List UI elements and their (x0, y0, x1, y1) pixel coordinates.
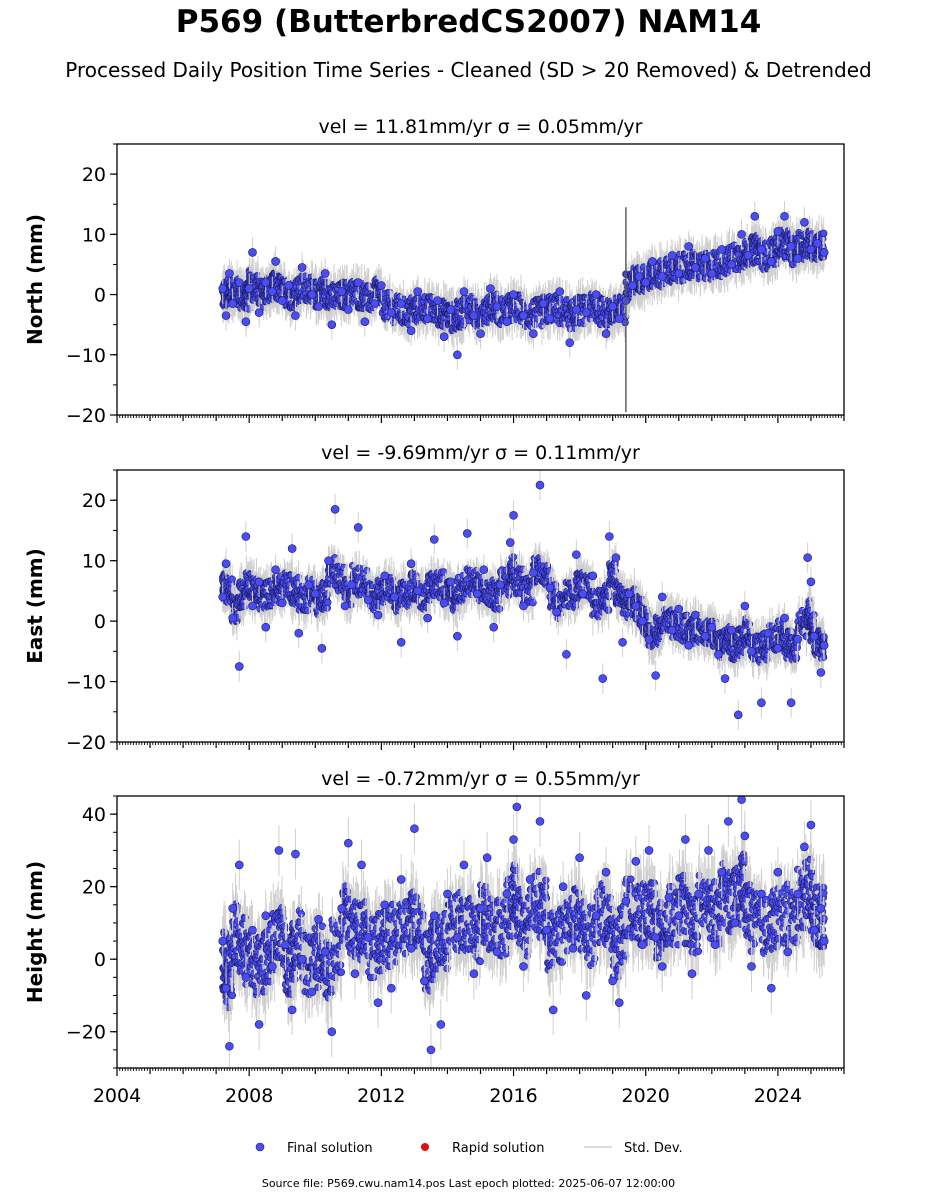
data-point (248, 248, 257, 257)
data-point (545, 314, 555, 323)
data-point (291, 311, 300, 320)
data-point (284, 281, 294, 290)
data-point (413, 287, 423, 296)
panel-title: vel = 11.81mm/yr σ = 0.05mm/yr (319, 116, 643, 138)
data-point (228, 299, 237, 308)
data-point (446, 305, 456, 314)
data-point (614, 314, 624, 323)
velocity-label: vel = 11.81mm/yr (319, 116, 498, 138)
data-point (320, 269, 330, 278)
data-point (780, 211, 789, 221)
data-point (793, 254, 803, 263)
data-point (800, 217, 809, 227)
data-point (727, 260, 736, 269)
data-point (657, 272, 667, 281)
ytick-label: 10 (82, 224, 106, 246)
data-point (297, 263, 307, 272)
data-point (565, 338, 575, 348)
data-point (608, 302, 617, 311)
ytick-label: −20 (66, 405, 106, 427)
sigma-label: σ = 0.05mm/yr (498, 116, 643, 138)
data-point (459, 287, 469, 296)
data-point (502, 317, 512, 326)
data-point (327, 320, 337, 329)
data-point (591, 290, 601, 299)
data-point (377, 281, 386, 290)
data-point (261, 278, 271, 287)
data-point (337, 287, 347, 296)
data-point (225, 269, 234, 278)
data-point (717, 245, 727, 254)
data-point (314, 302, 323, 311)
data-point (519, 311, 528, 320)
data-point (254, 308, 264, 317)
data-point (628, 281, 637, 290)
data-point (786, 242, 796, 251)
data-point (221, 311, 231, 320)
data-point (674, 269, 684, 278)
data-point (360, 317, 370, 326)
data-point (690, 263, 700, 272)
data-point (737, 230, 746, 239)
chart-title: P569 (ButterbredCS2007) NAM14 (175, 4, 762, 40)
data-point (486, 284, 495, 293)
data-point (244, 284, 254, 293)
data-point (218, 284, 228, 293)
ytick-label: 20 (82, 164, 106, 186)
cloud-point (820, 229, 828, 238)
data-point (684, 242, 693, 251)
data-point (757, 245, 766, 254)
ytick-label: −10 (66, 345, 106, 367)
data-point (476, 329, 485, 339)
ytick-label: 0 (94, 285, 106, 307)
data-point (743, 251, 753, 260)
data-point (572, 305, 581, 314)
data-point (766, 257, 776, 266)
chart-subtitle: Processed Daily Position Time Series - C… (65, 58, 872, 82)
data-point (423, 314, 432, 323)
data-point (370, 299, 380, 308)
data-point (750, 211, 760, 221)
data-point (406, 326, 416, 335)
data-point (813, 239, 822, 248)
data-point (453, 350, 462, 360)
data-point (555, 287, 565, 296)
data-point (469, 311, 479, 320)
data-point (529, 329, 538, 339)
data-point (271, 257, 280, 266)
data-point (433, 296, 442, 305)
data-point (806, 245, 816, 254)
panel-north: 20 10 0 −10 −20 North (mm) vel = 11.81mm/yr σ … (23, 116, 845, 427)
data-point (641, 278, 651, 287)
data-point (509, 290, 518, 299)
data-point (667, 251, 677, 260)
data-point (241, 317, 251, 326)
data-point (601, 329, 611, 339)
data-point (234, 278, 244, 287)
plot-area (218, 201, 829, 412)
data-point (634, 272, 644, 281)
data-point (700, 254, 710, 263)
data-point (307, 290, 317, 299)
data-point (707, 269, 717, 278)
data-point (773, 227, 783, 236)
data-point (581, 308, 591, 317)
data-point (819, 248, 829, 257)
data-point (648, 257, 657, 266)
y-axis-label: North (mm) (23, 214, 47, 345)
data-point (396, 299, 406, 308)
data-point (344, 305, 353, 314)
plot-area (218, 470, 829, 730)
data-point (353, 278, 363, 287)
data-point (386, 308, 396, 317)
data-point (277, 296, 287, 305)
data-point (492, 302, 502, 311)
data-point (538, 299, 548, 308)
data-point (439, 332, 449, 342)
data-point (268, 287, 277, 296)
